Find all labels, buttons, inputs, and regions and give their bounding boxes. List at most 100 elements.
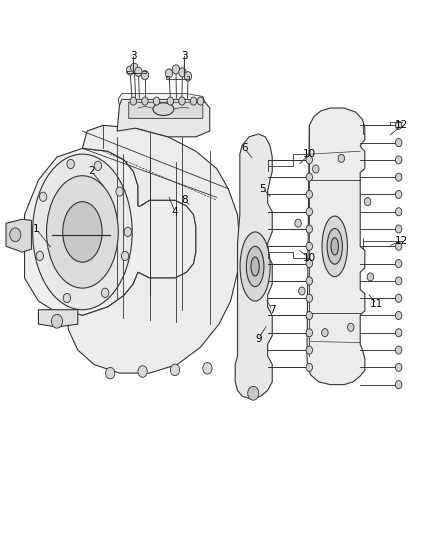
Circle shape xyxy=(127,66,134,75)
Circle shape xyxy=(396,294,402,302)
Circle shape xyxy=(138,366,147,377)
Ellipse shape xyxy=(331,238,339,255)
Circle shape xyxy=(306,190,313,198)
Circle shape xyxy=(396,225,402,233)
Circle shape xyxy=(396,311,402,319)
Circle shape xyxy=(313,165,319,173)
Ellipse shape xyxy=(63,201,102,262)
Circle shape xyxy=(396,260,402,268)
Polygon shape xyxy=(129,102,203,118)
Circle shape xyxy=(306,208,313,216)
Circle shape xyxy=(299,287,305,295)
Circle shape xyxy=(179,68,186,77)
Circle shape xyxy=(396,329,402,337)
Polygon shape xyxy=(25,148,196,316)
Circle shape xyxy=(167,97,173,105)
Circle shape xyxy=(67,159,74,168)
Circle shape xyxy=(131,63,138,72)
Circle shape xyxy=(141,97,148,105)
Circle shape xyxy=(18,233,31,248)
Text: 10: 10 xyxy=(303,149,316,159)
Text: 3: 3 xyxy=(130,51,137,61)
Text: 12: 12 xyxy=(395,236,409,246)
Circle shape xyxy=(396,139,402,147)
Circle shape xyxy=(306,311,313,319)
Text: 11: 11 xyxy=(370,299,383,309)
Circle shape xyxy=(306,243,313,251)
Circle shape xyxy=(396,173,402,181)
Circle shape xyxy=(396,190,402,198)
Ellipse shape xyxy=(240,232,270,301)
Ellipse shape xyxy=(322,216,347,277)
Circle shape xyxy=(10,228,21,242)
Circle shape xyxy=(116,187,123,196)
Polygon shape xyxy=(307,108,365,385)
Polygon shape xyxy=(6,219,32,252)
Circle shape xyxy=(172,65,180,74)
Circle shape xyxy=(179,97,185,105)
Circle shape xyxy=(141,70,148,80)
Circle shape xyxy=(306,156,313,164)
Circle shape xyxy=(367,273,374,281)
Circle shape xyxy=(36,252,43,261)
Circle shape xyxy=(39,192,47,201)
Circle shape xyxy=(153,97,160,105)
Circle shape xyxy=(306,329,313,337)
Circle shape xyxy=(364,198,371,206)
Ellipse shape xyxy=(246,246,264,287)
Circle shape xyxy=(306,294,313,302)
Text: 4: 4 xyxy=(172,207,178,217)
Circle shape xyxy=(306,173,313,181)
Circle shape xyxy=(295,219,301,227)
Circle shape xyxy=(184,72,192,81)
Circle shape xyxy=(396,381,402,389)
Circle shape xyxy=(338,155,345,163)
Circle shape xyxy=(94,161,102,171)
Circle shape xyxy=(203,362,212,374)
Polygon shape xyxy=(39,310,78,327)
Text: 2: 2 xyxy=(88,166,95,176)
Circle shape xyxy=(51,314,63,328)
Circle shape xyxy=(396,243,402,251)
Circle shape xyxy=(106,367,115,379)
Circle shape xyxy=(396,122,402,130)
Circle shape xyxy=(396,364,402,372)
Circle shape xyxy=(124,227,131,237)
Circle shape xyxy=(306,364,313,372)
Text: 9: 9 xyxy=(255,334,261,344)
Circle shape xyxy=(63,293,71,303)
Circle shape xyxy=(396,277,402,285)
Text: 10: 10 xyxy=(303,253,316,263)
Ellipse shape xyxy=(33,154,132,310)
Polygon shape xyxy=(66,125,240,373)
Circle shape xyxy=(396,156,402,164)
Circle shape xyxy=(306,260,313,268)
Circle shape xyxy=(248,386,259,400)
Text: 8: 8 xyxy=(181,195,187,205)
Text: 12: 12 xyxy=(395,120,409,130)
Circle shape xyxy=(348,323,354,332)
Text: 1: 1 xyxy=(33,224,39,234)
Polygon shape xyxy=(117,99,210,137)
Circle shape xyxy=(130,97,137,105)
Polygon shape xyxy=(235,134,272,399)
Ellipse shape xyxy=(327,229,343,264)
Polygon shape xyxy=(118,94,205,105)
Circle shape xyxy=(190,97,197,105)
Circle shape xyxy=(306,277,313,285)
Circle shape xyxy=(306,346,313,354)
Text: 7: 7 xyxy=(269,305,276,314)
Circle shape xyxy=(135,67,142,76)
Circle shape xyxy=(102,288,109,297)
Text: 3: 3 xyxy=(181,51,187,61)
Text: 6: 6 xyxy=(241,143,248,154)
Circle shape xyxy=(121,252,129,261)
Circle shape xyxy=(170,364,180,376)
Circle shape xyxy=(165,69,173,78)
Circle shape xyxy=(396,346,402,354)
Circle shape xyxy=(321,328,328,337)
Circle shape xyxy=(396,208,402,216)
Text: 5: 5 xyxy=(260,184,266,193)
Ellipse shape xyxy=(153,103,174,116)
Circle shape xyxy=(21,237,28,245)
